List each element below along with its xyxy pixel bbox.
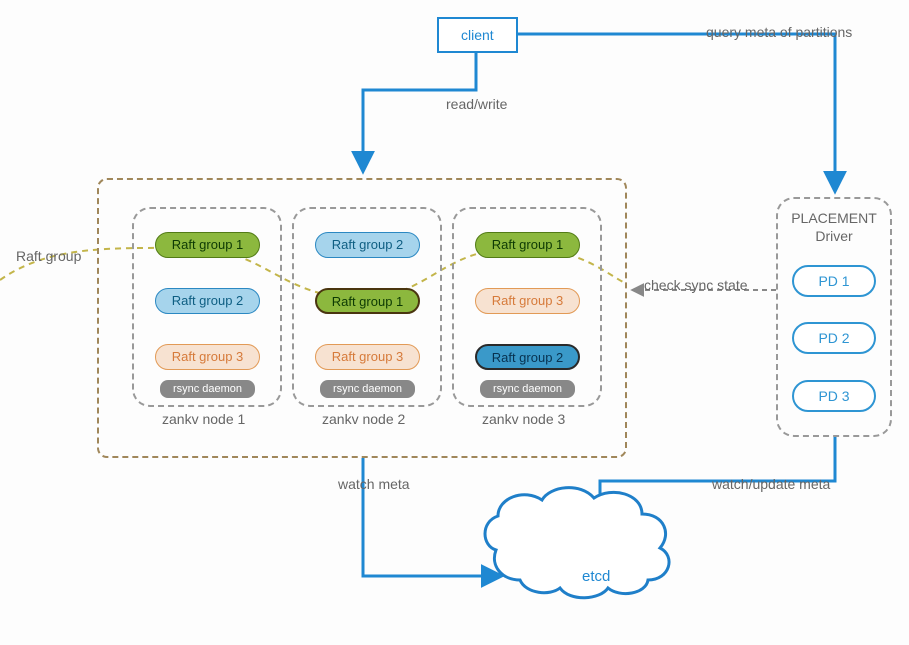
placement-title1: PLACEMENT — [776, 210, 892, 226]
node2-name: zankv node 2 — [322, 411, 405, 427]
edge-query — [516, 34, 835, 190]
node2-rsync: rsync daemon — [320, 380, 415, 398]
node3-raft3: Raft group 2 — [475, 344, 580, 370]
node1-raft2: Raft group 2 — [155, 288, 260, 314]
label-query: query meta of partitions — [706, 24, 852, 40]
pd3: PD 3 — [792, 380, 876, 412]
pd2: PD 2 — [792, 322, 876, 354]
placement-title2: Driver — [776, 228, 892, 244]
node1-rsync: rsync daemon — [160, 380, 255, 398]
label-checksync: check sync state — [644, 277, 748, 293]
label-readwrite: read/write — [446, 96, 507, 112]
node3-raft1: Raft group 1 — [475, 232, 580, 258]
node2-raft2: Raft group 1 — [315, 288, 420, 314]
client-label: client — [461, 27, 494, 43]
node3-rsync: rsync daemon — [480, 380, 575, 398]
node1-name: zankv node 1 — [162, 411, 245, 427]
etcd-cloud — [485, 488, 669, 598]
node2-raft1: Raft group 2 — [315, 232, 420, 258]
node1-raft3: Raft group 3 — [155, 344, 260, 370]
label-watchmeta: watch meta — [338, 476, 410, 492]
node3-name: zankv node 3 — [482, 411, 565, 427]
label-watchupdate: watch/update meta — [712, 476, 830, 492]
node2-raft3: Raft group 3 — [315, 344, 420, 370]
etcd-label: etcd — [582, 568, 610, 585]
node1-raft1: Raft group 1 — [155, 232, 260, 258]
pd1: PD 1 — [792, 265, 876, 297]
client-box: client — [437, 17, 518, 53]
label-raftgroup: Raft group — [16, 248, 81, 264]
node3-raft2: Raft group 3 — [475, 288, 580, 314]
